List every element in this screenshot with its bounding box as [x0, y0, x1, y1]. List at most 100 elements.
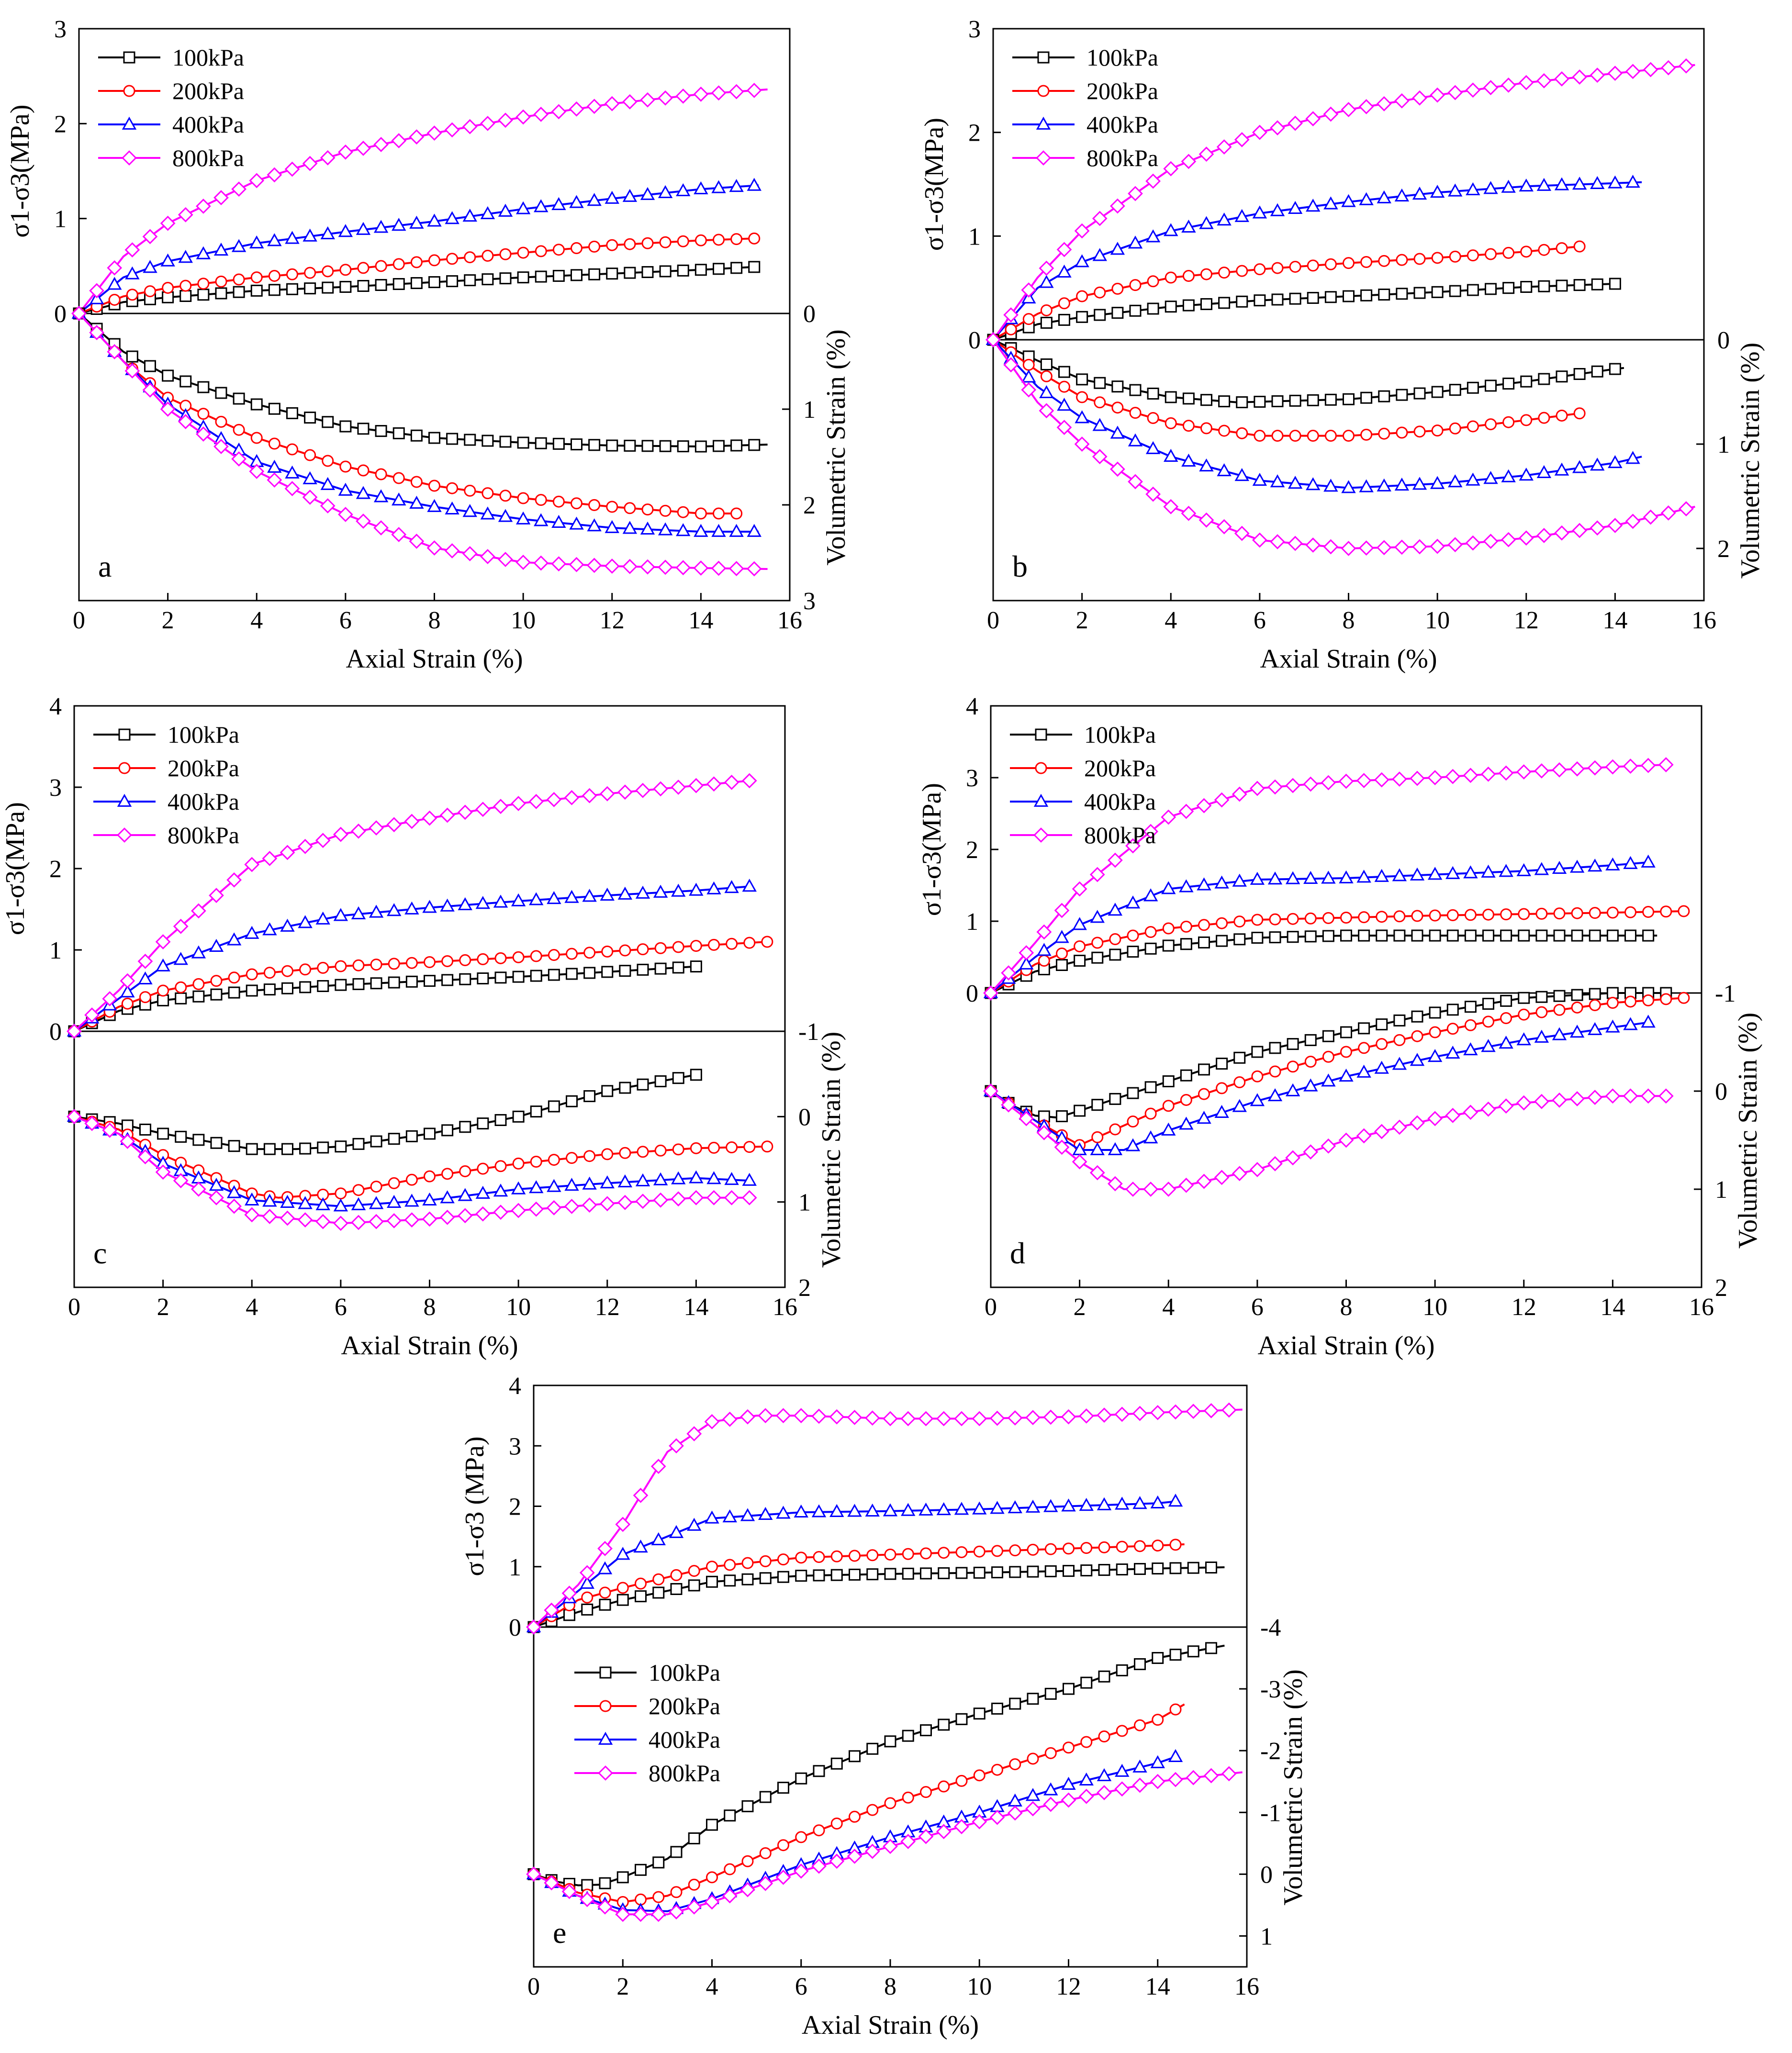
volumetric-point — [249, 464, 265, 479]
deviator-point — [1447, 85, 1463, 100]
deviator-point — [990, 1501, 1005, 1514]
volumetric-point — [262, 1209, 278, 1224]
deviator-point — [829, 1504, 844, 1517]
plot-frame — [533, 1384, 1248, 1968]
deviator-point — [552, 269, 565, 282]
legend-marker — [598, 1731, 613, 1745]
volumetric-point — [1021, 382, 1037, 398]
volumetric-point — [1605, 1088, 1621, 1104]
deviator-point — [849, 1550, 861, 1562]
volumetric-point — [1216, 1058, 1228, 1070]
deviator-point — [335, 960, 347, 972]
deviator-point — [546, 792, 562, 807]
deviator-point — [304, 267, 316, 279]
volumetric-point — [1128, 433, 1143, 446]
deviator-point — [320, 150, 336, 166]
volumetric-point — [71, 306, 87, 321]
volumetric-point — [1589, 999, 1601, 1011]
deviator-point — [268, 284, 280, 296]
volumetric-point — [511, 1181, 526, 1194]
volumetric-point — [1236, 396, 1248, 409]
deviator-point — [599, 1586, 611, 1599]
volumetric-point — [410, 429, 423, 442]
volumetric-point — [1623, 1017, 1638, 1030]
deviator-point — [267, 167, 282, 183]
deviator-point — [375, 279, 387, 291]
deviator-point — [228, 986, 240, 999]
deviator-point — [1217, 212, 1232, 226]
volumetric-point — [1412, 477, 1427, 490]
volumetric-point — [1214, 1170, 1230, 1185]
volumetric-point — [493, 1183, 508, 1197]
deviator-point — [191, 903, 206, 919]
volumetric-line-200kpa — [78, 312, 737, 514]
deviator-point — [659, 265, 672, 278]
volumetric-point — [708, 1141, 720, 1154]
left-y-axis-label: σ1-σ3(MPa) — [0, 802, 30, 935]
x-tick-label: 2 — [616, 1973, 629, 2000]
volumetric-point — [811, 1858, 827, 1874]
deviator-series-200kpa — [527, 1539, 1185, 1633]
deviator-point — [458, 897, 472, 911]
deviator-point — [1323, 106, 1339, 122]
deviator-point — [686, 1426, 702, 1441]
volumetric-point — [635, 1194, 650, 1209]
deviator-point — [388, 976, 400, 989]
deviator-point — [1218, 267, 1231, 279]
deviator-point — [580, 1575, 594, 1589]
volumetric-point — [601, 1085, 614, 1097]
deviator-point — [1165, 271, 1177, 284]
volumetric-point — [530, 1155, 542, 1168]
deviator-point — [1571, 907, 1583, 919]
deviator-point — [139, 991, 151, 1004]
deviator-point — [759, 1572, 772, 1584]
volumetric-point — [972, 1814, 987, 1830]
x-tick-label: 4 — [1165, 607, 1177, 634]
right-y-tick-label: 1 — [803, 396, 816, 424]
volumetric-point — [1058, 366, 1070, 378]
deviator-point — [494, 952, 507, 964]
volumetric-point — [1129, 384, 1142, 396]
deviator-point — [652, 1586, 665, 1599]
volumetric-point — [1061, 1776, 1076, 1790]
volumetric-point — [564, 1199, 580, 1214]
deviator-point — [1553, 929, 1566, 942]
volumetric-point — [494, 1114, 507, 1126]
volumetric-point — [245, 1192, 259, 1205]
deviator-point — [1075, 254, 1089, 268]
deviator-point — [126, 289, 138, 301]
deviator-point — [1324, 291, 1337, 303]
volumetric-point — [1624, 995, 1636, 1008]
volumetric-line-100kpa — [993, 339, 1624, 403]
deviator-point — [444, 122, 460, 138]
deviator-point — [1358, 911, 1370, 924]
volumetric-point — [1144, 1081, 1157, 1093]
deviator-point — [1605, 857, 1620, 870]
volumetric-point — [352, 1184, 365, 1196]
deviator-point — [672, 941, 684, 953]
x-tick-label: 10 — [511, 607, 536, 634]
deviator-point — [120, 984, 135, 998]
right-y-tick-label: 1 — [1717, 431, 1730, 458]
volumetric-point — [688, 1832, 700, 1844]
deviator-point — [1538, 280, 1550, 292]
volumetric-point — [459, 1165, 471, 1177]
left-y-tick-label: 1 — [966, 908, 978, 936]
deviator-point — [246, 968, 258, 981]
volumetric-point — [619, 1082, 631, 1094]
deviator-point — [1198, 146, 1214, 162]
deviator-point — [1203, 1403, 1219, 1418]
deviator-point — [866, 1568, 879, 1581]
deviator-point — [1411, 929, 1423, 942]
deviator-point — [622, 94, 638, 110]
deviator-point — [1044, 1565, 1057, 1577]
deviator-point — [1624, 929, 1636, 942]
volumetric-line-400kpa — [78, 312, 759, 533]
volumetric-point — [373, 489, 389, 502]
deviator-point — [297, 838, 313, 854]
deviator-point — [1520, 281, 1533, 293]
volumetric-point — [1643, 509, 1658, 525]
volumetric-series-200kpa — [527, 1703, 1185, 1908]
volumetric-point — [280, 1194, 295, 1208]
volumetric-point — [1356, 1064, 1371, 1078]
